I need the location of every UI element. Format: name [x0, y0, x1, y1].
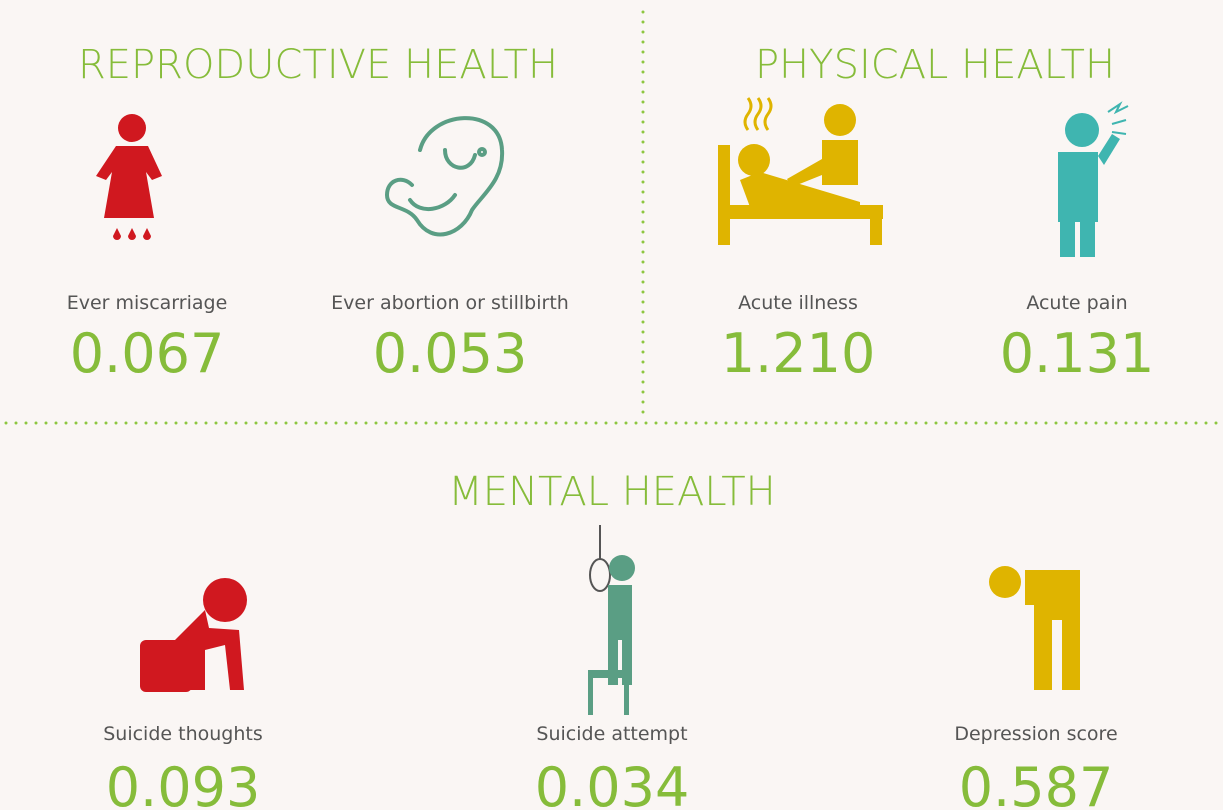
miscarriage-icon — [96, 114, 162, 240]
item-label: Suicide attempt — [536, 723, 687, 745]
illness-icon — [718, 97, 883, 245]
section-title: MENTAL HEALTH — [448, 469, 775, 515]
section-title: REPRODUCTIVE HEALTH — [78, 42, 558, 88]
thoughts-icon — [140, 578, 247, 692]
attempt-icon — [588, 525, 635, 715]
item-value: 0.131 — [1000, 322, 1155, 385]
item-label: Ever abortion or stillbirth — [331, 292, 569, 314]
fetus-icon — [384, 116, 505, 237]
section-title: PHYSICAL HEALTH — [755, 42, 1115, 88]
item-label: Ever miscarriage — [67, 292, 228, 314]
item-label: Suicide thoughts — [103, 723, 263, 745]
item-label: Acute pain — [1026, 292, 1127, 314]
pain-icon — [1058, 101, 1129, 257]
item-value: 0.067 — [70, 322, 225, 385]
depression-icon — [989, 566, 1080, 690]
item-label: Acute illness — [738, 292, 858, 314]
item-value: 0.053 — [373, 322, 528, 385]
item-value: 0.093 — [106, 756, 261, 810]
item-value: 1.210 — [721, 322, 876, 385]
item-label: Depression score — [954, 723, 1117, 745]
item-value: 0.587 — [959, 756, 1114, 810]
item-value: 0.034 — [535, 756, 690, 810]
